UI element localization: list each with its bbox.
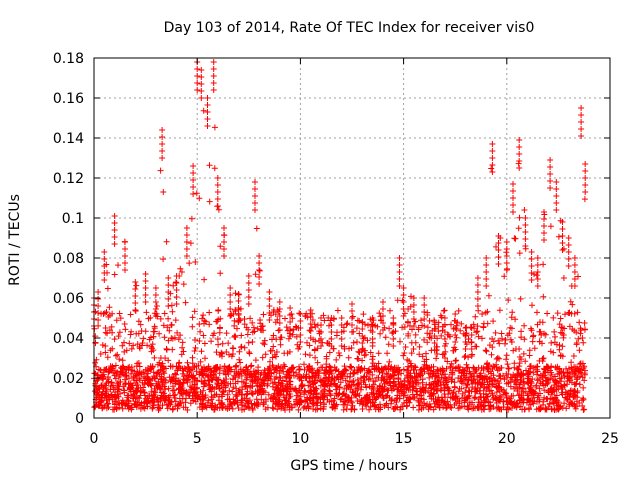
x-tick-label: 10 xyxy=(291,431,309,447)
chart-title: Day 103 of 2014, Rate Of TEC Index for r… xyxy=(164,20,535,36)
y-axis-label: ROTI / TECUs xyxy=(7,194,23,286)
x-axis-label: GPS time / hours xyxy=(290,458,407,474)
y-tick-label: 0.16 xyxy=(53,91,84,107)
y-tick-label: 0.02 xyxy=(53,371,84,387)
y-tick-label: 0.04 xyxy=(53,331,84,347)
x-tick-label: 15 xyxy=(395,431,413,447)
y-tick-label: 0.12 xyxy=(53,171,84,187)
data-points xyxy=(91,59,589,413)
y-tick-label: 0.18 xyxy=(53,51,84,67)
x-tick-label: 5 xyxy=(193,431,202,447)
y-tick-label: 0 xyxy=(75,411,84,427)
axis-ticks: 0 0.02 0.04 0.06 0.08 0.1 0.12 0.14 0.16 0.18 0 5 10… xyxy=(53,51,619,447)
y-tick-label: 0.14 xyxy=(53,131,84,147)
x-tick-label: 25 xyxy=(601,431,619,447)
plus-markers xyxy=(91,59,589,413)
y-tick-label: 0.1 xyxy=(62,211,84,227)
y-tick-label: 0.06 xyxy=(53,291,84,307)
x-tick-label: 0 xyxy=(90,431,99,447)
y-tick-label: 0.08 xyxy=(53,251,84,267)
plot-frame xyxy=(93,57,611,419)
grid-lines xyxy=(94,58,610,418)
x-tick-label: 20 xyxy=(498,431,516,447)
